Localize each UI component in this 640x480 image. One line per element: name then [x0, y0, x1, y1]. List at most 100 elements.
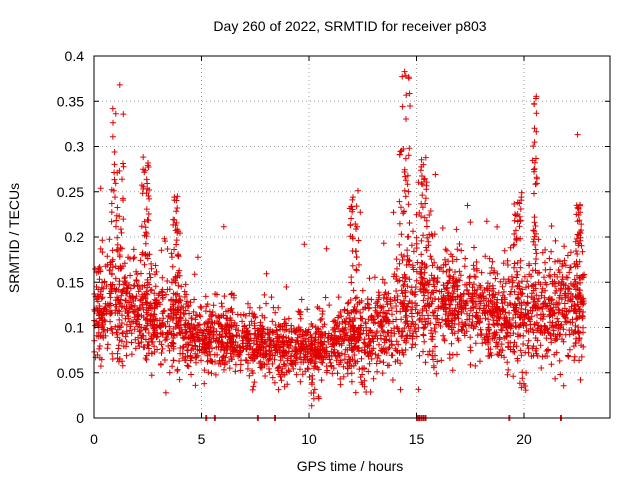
data-point	[567, 264, 573, 271]
data-point	[464, 202, 471, 209]
data-point	[112, 307, 119, 314]
data-point	[574, 296, 581, 302]
data-point	[159, 345, 166, 352]
data-point	[129, 294, 136, 301]
data-point	[501, 294, 508, 301]
data-point	[322, 294, 329, 301]
data-point	[230, 338, 237, 345]
data-point	[571, 353, 578, 360]
data-point	[455, 337, 462, 344]
data-point	[146, 302, 153, 309]
data-point	[241, 327, 248, 334]
data-point	[499, 283, 506, 290]
data-point	[283, 284, 290, 290]
data-point	[578, 353, 585, 360]
data-point	[377, 320, 384, 327]
x-tick-label: 5	[198, 431, 206, 447]
data-point	[529, 157, 536, 164]
data-point	[542, 303, 549, 310]
data-point	[401, 278, 408, 285]
data-point	[526, 316, 533, 323]
data-point	[435, 303, 442, 310]
data-point	[249, 367, 255, 374]
data-point	[477, 318, 483, 325]
data-point	[147, 287, 154, 294]
data-point	[457, 292, 464, 298]
data-point	[477, 326, 484, 333]
data-point	[214, 351, 221, 358]
data-point	[224, 339, 231, 346]
data-point	[359, 371, 366, 378]
data-point	[202, 308, 209, 315]
data-point	[341, 307, 348, 314]
data-point	[530, 227, 537, 234]
y-tick-label: 0.25	[57, 184, 84, 200]
data-point	[573, 248, 579, 254]
data-point	[201, 341, 208, 348]
y-tick-label: 0.2	[65, 229, 85, 245]
data-point	[477, 332, 484, 339]
data-point	[542, 246, 549, 253]
data-point	[309, 376, 316, 383]
data-point	[408, 313, 415, 320]
data-point	[511, 349, 518, 355]
data-point	[170, 340, 177, 347]
data-point	[552, 237, 559, 244]
data-point	[279, 353, 286, 360]
data-point	[335, 294, 342, 301]
data-point	[505, 366, 512, 373]
data-point	[532, 260, 539, 267]
data-point	[192, 382, 199, 389]
data-point	[246, 340, 253, 347]
data-point	[511, 264, 517, 271]
data-point	[559, 263, 566, 270]
data-point	[344, 332, 351, 339]
data-point	[308, 402, 315, 409]
data-point	[390, 209, 397, 216]
data-point	[371, 274, 378, 281]
data-point	[532, 181, 539, 187]
data-point	[464, 287, 471, 294]
data-point	[345, 353, 352, 360]
data-point	[173, 197, 180, 204]
data-point	[134, 283, 141, 290]
y-tick-label: 0.15	[57, 274, 84, 290]
data-point	[140, 344, 147, 351]
data-point	[537, 281, 544, 288]
data-point	[133, 293, 140, 300]
data-point	[432, 328, 439, 335]
data-point	[442, 301, 449, 308]
data-point	[103, 283, 110, 290]
data-point	[511, 231, 518, 237]
data-point	[367, 328, 374, 335]
data-point	[208, 370, 215, 377]
data-point	[403, 335, 410, 342]
data-point	[283, 322, 290, 329]
data-point	[376, 292, 383, 299]
data-point	[374, 355, 381, 361]
data-point	[304, 349, 311, 356]
data-point	[505, 344, 511, 351]
data-point	[418, 163, 425, 170]
data-point	[269, 374, 276, 381]
data-point	[499, 305, 506, 312]
data-point	[377, 358, 383, 365]
data-point	[197, 303, 204, 310]
data-point	[312, 334, 319, 341]
data-point	[573, 202, 580, 209]
data-point	[226, 358, 233, 365]
data-point	[173, 237, 180, 244]
data-point	[525, 337, 532, 344]
data-point	[436, 288, 443, 295]
data-point	[184, 298, 190, 305]
data-point	[384, 301, 391, 308]
data-point	[156, 338, 163, 345]
data-point	[94, 307, 101, 313]
data-point	[142, 299, 149, 306]
data-point	[402, 173, 409, 180]
data-point	[96, 263, 103, 270]
data-point	[408, 242, 415, 249]
data-point	[360, 327, 367, 334]
data-point	[531, 165, 538, 172]
